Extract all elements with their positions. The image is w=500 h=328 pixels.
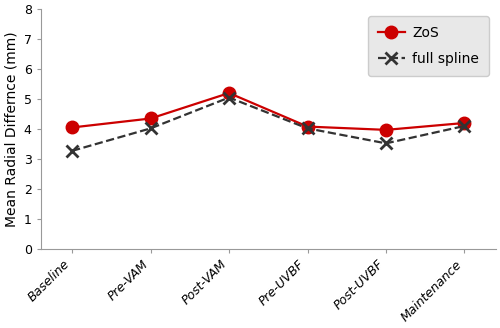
full spline (69, 149, 75, 153)
full spline (148, 126, 154, 130)
Line: full spline: full spline (66, 91, 470, 157)
full spline (462, 124, 468, 128)
Line: ZoS: ZoS (66, 87, 470, 136)
ZoS (226, 91, 232, 95)
ZoS (148, 116, 154, 120)
Y-axis label: Mean Radial Differnce (mm): Mean Radial Differnce (mm) (4, 31, 18, 227)
full spline (304, 126, 310, 130)
ZoS (69, 126, 75, 130)
Legend: ZoS, full spline: ZoS, full spline (368, 16, 489, 76)
full spline (383, 141, 389, 145)
ZoS (304, 125, 310, 129)
ZoS (462, 121, 468, 125)
full spline (226, 95, 232, 99)
ZoS (383, 128, 389, 132)
